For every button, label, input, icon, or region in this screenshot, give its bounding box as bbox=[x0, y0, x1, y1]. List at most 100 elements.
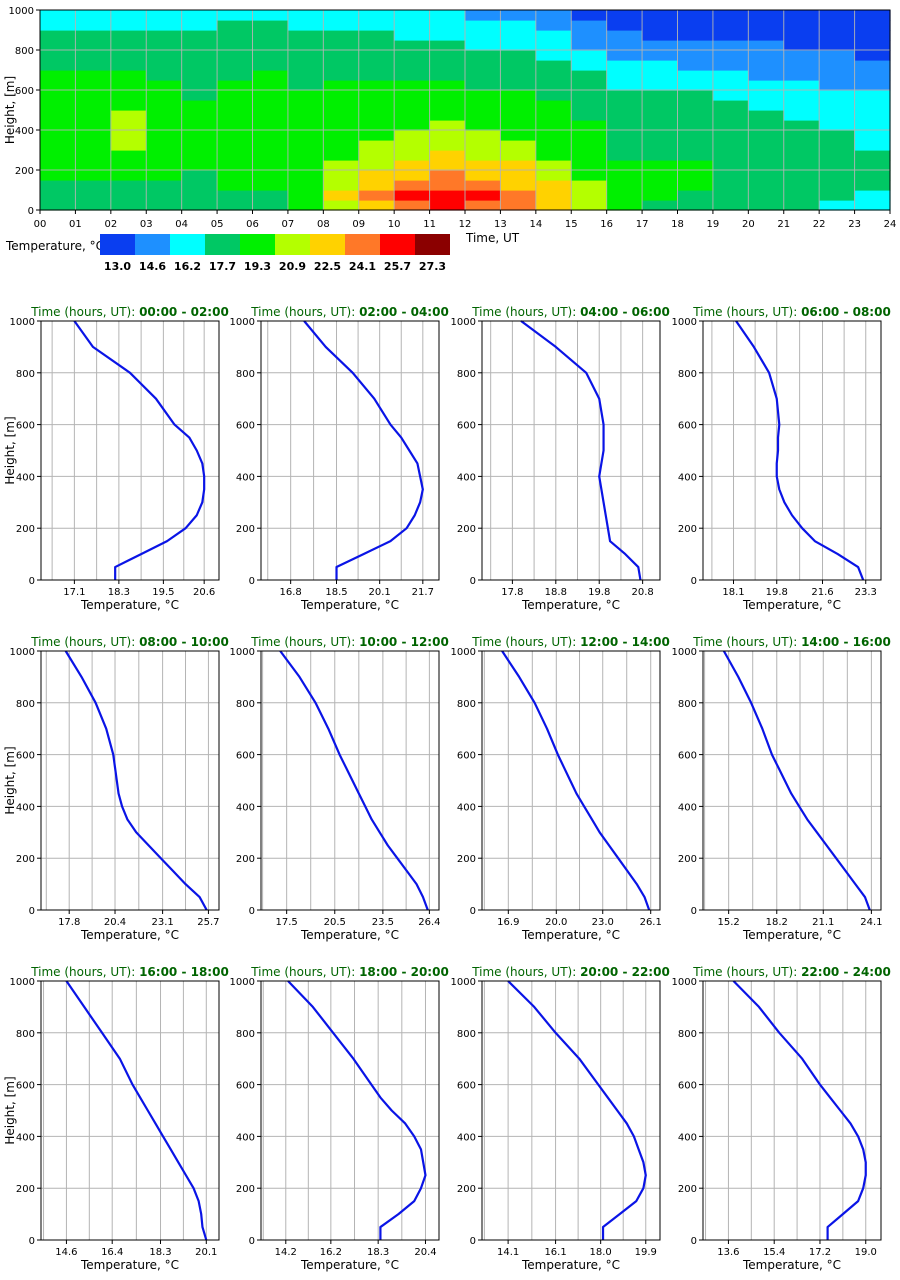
profile-y-tick-label: 200 bbox=[236, 854, 255, 865]
heatmap-cell bbox=[748, 130, 785, 141]
profile-title-time: 04:00 - 06:00 bbox=[580, 305, 670, 319]
heatmap-cell bbox=[146, 180, 183, 191]
heatmap-cell bbox=[783, 180, 820, 191]
profile-x-tick-label: 26.1 bbox=[640, 917, 662, 928]
heatmap-cell bbox=[252, 120, 289, 131]
heatmap-cell bbox=[783, 120, 820, 131]
heatmap-cell bbox=[465, 20, 502, 31]
profile-x-tick-label: 18.3 bbox=[149, 1247, 171, 1258]
heatmap-cell bbox=[677, 200, 714, 211]
profile-x-tick-label: 20.1 bbox=[369, 587, 391, 598]
heatmap-cell bbox=[181, 10, 218, 21]
heatmap-x-tick-label: 07 bbox=[282, 219, 295, 230]
profile-y-tick-label: 200 bbox=[457, 854, 476, 865]
heatmap-frame bbox=[39, 9, 891, 211]
heatmap-cell bbox=[571, 30, 608, 41]
profile-x-tick-label: 16.1 bbox=[544, 1247, 566, 1258]
heatmap-cell bbox=[429, 60, 466, 71]
heatmap-cell bbox=[712, 90, 749, 101]
heatmap-cell bbox=[287, 20, 324, 31]
heatmap-x-tick-label: 14 bbox=[529, 219, 542, 230]
heatmap-cell bbox=[535, 80, 572, 91]
profile-x-tick-label: 18.5 bbox=[325, 587, 347, 598]
heatmap-cell bbox=[465, 70, 502, 81]
heatmap-cell bbox=[748, 90, 785, 101]
heatmap-cell bbox=[677, 160, 714, 171]
temperature-colorbar: Temperature, °C 13.0 14.6 16.2 17.7 19.3 20.9… bbox=[5, 234, 450, 273]
heatmap-cell bbox=[40, 200, 77, 211]
profile-x-tick-label: 14.6 bbox=[55, 1247, 77, 1258]
heatmap-cell bbox=[500, 40, 537, 51]
profile-y-tick-label: 600 bbox=[457, 421, 476, 432]
heatmap-cell bbox=[323, 200, 360, 211]
heatmap-cell bbox=[677, 50, 714, 61]
heatmap-cell bbox=[854, 150, 891, 161]
heatmap-cell bbox=[323, 10, 360, 21]
heatmap-cell bbox=[712, 70, 749, 81]
heatmap-cell bbox=[854, 140, 891, 151]
profile-title-prefix: Time (hours, UT): bbox=[250, 635, 359, 649]
heatmap-cell bbox=[75, 80, 112, 91]
heatmap-cell bbox=[819, 30, 856, 41]
heatmap-cell bbox=[40, 170, 77, 181]
heatmap-cell bbox=[394, 50, 431, 61]
heatmap-cell bbox=[75, 180, 112, 191]
profile-x-axis-label: Temperature, °C bbox=[742, 1258, 841, 1272]
profile-title-prefix: Time (hours, UT): bbox=[692, 965, 801, 979]
heatmap-cell bbox=[571, 90, 608, 101]
heatmap-cell bbox=[606, 140, 643, 151]
heatmap-cell bbox=[146, 140, 183, 151]
heatmap-cell bbox=[677, 120, 714, 131]
heatmap-cell bbox=[642, 10, 679, 21]
heatmap-cell bbox=[712, 10, 749, 21]
profile-y-tick-label: 400 bbox=[236, 802, 255, 813]
heatmap-cell bbox=[358, 80, 395, 91]
heatmap-cell bbox=[40, 120, 77, 131]
heatmap-cell bbox=[40, 80, 77, 91]
heatmap-cell bbox=[429, 20, 466, 31]
heatmap-cell bbox=[394, 180, 431, 191]
profile-title: Time (hours, UT): 14:00 - 16:00 bbox=[692, 635, 891, 649]
profile-x-tick-label: 15.2 bbox=[718, 917, 740, 928]
heatmap-cell bbox=[252, 110, 289, 121]
heatmap-cell bbox=[252, 150, 289, 161]
profile-x-tick-label: 23.5 bbox=[372, 917, 394, 928]
heatmap-cell bbox=[465, 160, 502, 171]
heatmap-cell bbox=[677, 40, 714, 51]
profile-y-tick-label: 200 bbox=[236, 1184, 255, 1195]
profile-title-time: 00:00 - 02:00 bbox=[139, 305, 229, 319]
heatmap-cell bbox=[358, 70, 395, 81]
profile-title-time: 02:00 - 04:00 bbox=[359, 305, 449, 319]
profile-y-tick-label: 200 bbox=[678, 854, 697, 865]
heatmap-x-tick-label: 20 bbox=[742, 219, 755, 230]
heatmap-cell bbox=[783, 20, 820, 31]
heatmap-cell bbox=[287, 70, 324, 81]
heatmap-cell bbox=[394, 170, 431, 181]
profile-y-tick-label: 600 bbox=[236, 1081, 255, 1092]
heatmap-cell bbox=[358, 30, 395, 41]
heatmap-cell bbox=[783, 70, 820, 81]
heatmap-cell bbox=[712, 120, 749, 131]
heatmap-cell bbox=[783, 50, 820, 61]
heatmap-cell bbox=[677, 180, 714, 191]
heatmap-cell bbox=[606, 60, 643, 71]
heatmap-cell bbox=[500, 150, 537, 161]
heatmap-cell bbox=[146, 120, 183, 131]
heatmap-cell bbox=[465, 170, 502, 181]
heatmap-cell bbox=[429, 200, 466, 211]
profile-x-tick-label: 18.8 bbox=[545, 587, 567, 598]
heatmap-cell bbox=[394, 160, 431, 171]
heatmap-cell bbox=[819, 190, 856, 201]
heatmap-cell bbox=[323, 90, 360, 101]
profile-y-tick-label: 1000 bbox=[672, 647, 697, 658]
heatmap-cell bbox=[110, 150, 147, 161]
heatmap-cell bbox=[323, 120, 360, 131]
heatmap-cell bbox=[181, 60, 218, 71]
heatmap-cell bbox=[323, 20, 360, 31]
heatmap-cell bbox=[748, 40, 785, 51]
heatmap-x-tick-label: 05 bbox=[211, 219, 224, 230]
profile-x-tick-label: 14.1 bbox=[497, 1247, 519, 1258]
heatmap-x-tick-label: 19 bbox=[707, 219, 720, 230]
